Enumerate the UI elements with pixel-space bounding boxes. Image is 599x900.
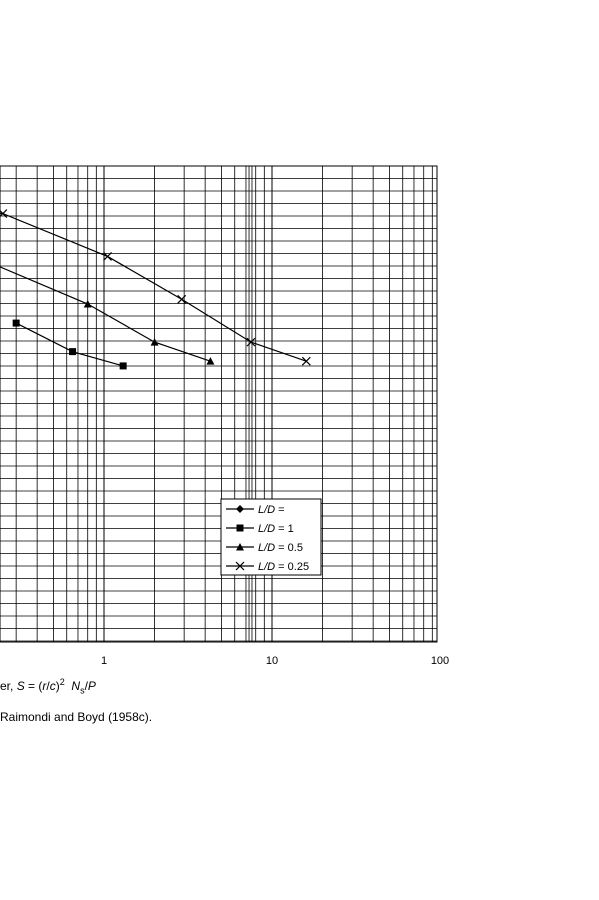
- data-point: [119, 362, 127, 370]
- legend-item: L/D = 0.5: [226, 542, 303, 554]
- legend-label: L/D = 0.25: [258, 561, 309, 573]
- data-point: [301, 356, 311, 366]
- x-axis-label-r: r: [42, 679, 47, 693]
- x-axis-label-tail: /: [84, 679, 88, 693]
- x-axis-label-p: P: [87, 679, 96, 693]
- data-point: [12, 319, 20, 327]
- legend-marker: [236, 524, 244, 532]
- legend-box: [220, 498, 322, 576]
- data-point: [69, 348, 77, 356]
- x-axis-label-close: ): [55, 679, 60, 693]
- series-2: [0, 266, 215, 365]
- x-tick-labels: 1 10 100: [101, 655, 449, 667]
- x-axis-label: er, S = (r/c)2 Ns/P: [0, 677, 96, 695]
- plot-frame: [0, 165, 438, 643]
- x-tick-label: 10: [266, 655, 278, 667]
- data-point: [0, 209, 8, 219]
- x-tick-label: 100: [431, 655, 449, 667]
- data-point: [246, 337, 256, 347]
- x-axis-label-slash: /: [46, 679, 50, 693]
- series-line: [15, 322, 124, 367]
- chart-horizontal-grid: [0, 165, 437, 642]
- series-3: [0, 209, 311, 366]
- data-point: [103, 252, 112, 261]
- data-point: [150, 338, 159, 346]
- data-point: [83, 300, 92, 308]
- x-tick-label: 1: [101, 655, 107, 667]
- data-point: [206, 357, 215, 365]
- figure-caption: Raimondi and Boyd (1958c).: [0, 710, 153, 724]
- legend-item: L/D = 0.25: [226, 561, 309, 573]
- data-point: [177, 294, 187, 304]
- legend-marker: [236, 505, 244, 513]
- legend-label: L/D =: [258, 504, 285, 516]
- chart-series: [0, 209, 311, 370]
- series-line: [0, 212, 307, 362]
- x-axis-label-prefix: er,: [0, 679, 17, 693]
- legend-marker: [236, 543, 244, 551]
- legend: L/D = L/D = 1 L/D = 0.5 L/D = 0.25: [220, 498, 322, 576]
- x-axis-label-s: S: [16, 679, 25, 693]
- legend-item: L/D = 1: [226, 523, 294, 535]
- legend-label: L/D = 0.5: [258, 542, 303, 554]
- x-axis-label-sub: s: [80, 685, 85, 696]
- x-axis-label-c: c: [49, 679, 56, 693]
- legend-label: L/D = 1: [258, 523, 294, 535]
- x-axis-label-sup: 2: [59, 677, 65, 687]
- x-axis-label-eq: = (: [24, 679, 43, 693]
- legend-marker: [235, 561, 245, 571]
- legend-item: L/D =: [226, 504, 285, 516]
- series-line: [0, 266, 211, 362]
- x-axis-label-n: N: [71, 679, 81, 693]
- series-1: [12, 319, 127, 370]
